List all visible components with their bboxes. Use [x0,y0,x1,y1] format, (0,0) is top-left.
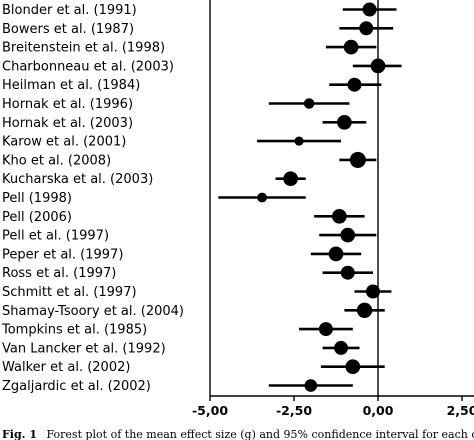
effect-point-20 [304,379,318,392]
effect-point-4 [347,77,362,92]
effect-point-7 [294,136,304,146]
effect-point-14 [340,265,355,280]
x-axis: -5,00 -2,50 0,00 2,50 [192,395,474,418]
effect-point-17 [318,322,333,337]
plot-area [209,0,402,396]
study-label-12: Pell et al. (1997) [2,229,109,244]
effect-point-0 [362,2,377,17]
effect-point-3 [370,58,386,74]
effect-point-6 [337,114,352,130]
study-label-0: Blonder et al. (1991) [2,3,137,18]
effect-point-8 [349,151,366,168]
study-label-14: Ross et al. (1997) [2,266,116,281]
x-tick-label-3: 2,50 [447,403,474,418]
study-labels: Blonder et al. (1991) Bowers et al. (1987… [1,3,184,394]
effect-point-13 [328,246,344,262]
study-label-16: Shamay-Tsoory et al. (2004) [2,304,184,319]
study-label-2: Breitenstein et al. (1998) [2,41,165,56]
study-label-20: Zgaljardic et al. (2002) [2,379,151,394]
effect-point-19 [345,359,361,375]
effect-point-18 [334,340,349,355]
effect-point-11 [332,208,347,224]
caption-prefix: Fig. 1 [2,428,37,440]
effect-point-15 [365,284,380,299]
study-label-11: Pell (2006) [2,210,72,225]
effect-point-16 [356,302,373,318]
study-label-6: Hornak et al. (2003) [2,116,133,131]
study-label-5: Hornak et al. (1996) [2,97,133,112]
effect-point-9 [283,171,298,187]
study-label-9: Kucharska et al. (2003) [2,172,153,187]
study-label-7: Karow et al. (2001) [2,135,126,150]
study-label-19: Walker et al. (2002) [2,360,130,375]
effect-point-1 [359,21,374,36]
study-label-3: Charbonneau et al. (2003) [2,59,174,74]
study-label-4: Heilman et al. (1984) [2,78,140,93]
study-label-8: Kho et al. (2008) [2,153,111,168]
effect-point-10 [257,192,267,203]
x-tick-label-1: -2,50 [276,403,312,418]
study-label-17: Tompkins et al. (1985) [1,323,147,338]
study-label-13: Peper et al. (1997) [2,247,123,262]
caption-text: Forest plot of the mean effect size (g) … [47,428,474,440]
study-label-18: Van Lancker et al. (1992) [2,341,166,356]
study-label-10: Pell (1998) [2,191,72,206]
study-label-15: Schmitt et al. (1997) [2,285,137,300]
x-tick-label-0: -5,00 [192,403,228,418]
figure-caption: Fig. 1 Forest plot of the mean effect si… [2,428,474,440]
effect-point-5 [303,98,315,109]
study-label-1: Bowers et al. (1987) [2,22,134,37]
effect-point-12 [340,227,356,243]
effect-point-2 [343,39,359,55]
x-tick-label-2: 0,00 [363,403,394,418]
